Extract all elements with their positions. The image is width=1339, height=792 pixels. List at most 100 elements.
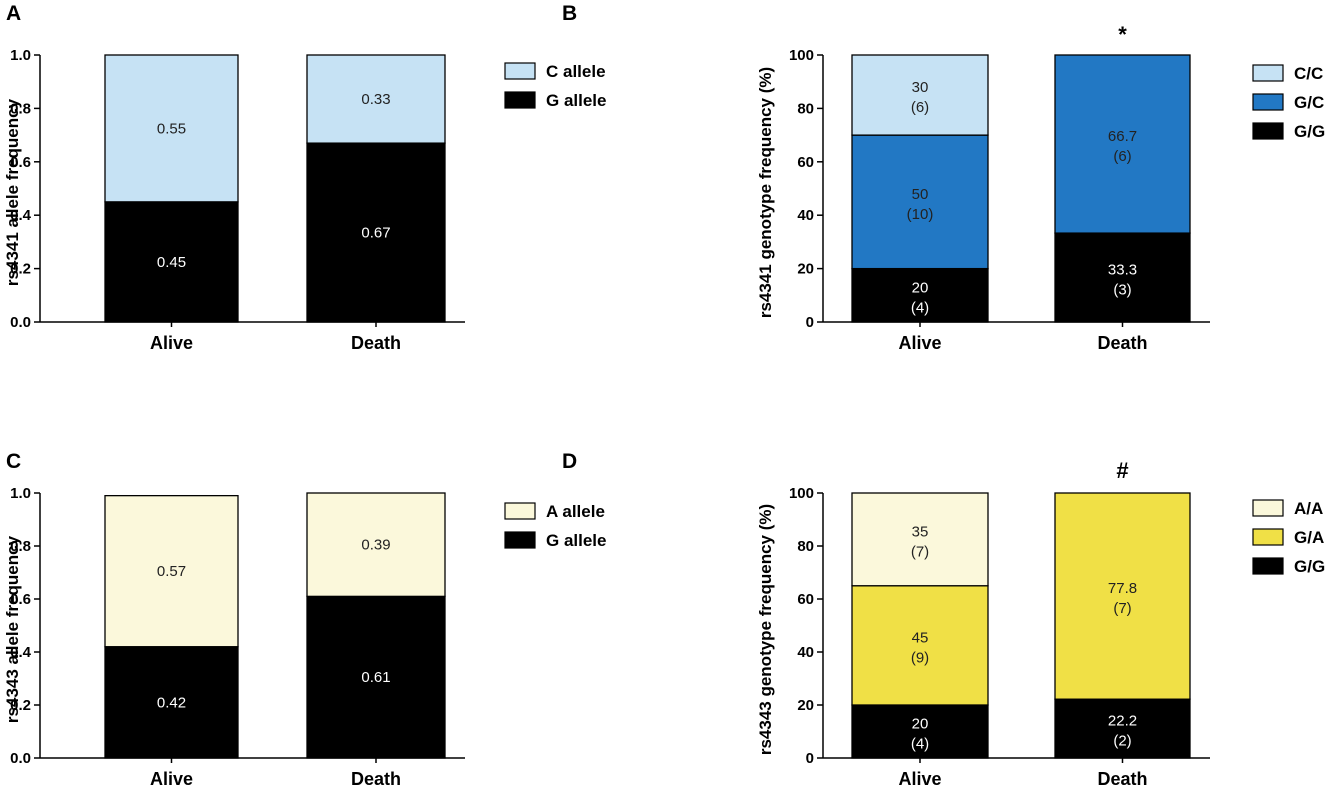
bar-segment-g-allele-alive (104, 646, 239, 759)
legend-label: G/G (1294, 557, 1325, 576)
legend-swatch (1252, 93, 1284, 111)
bar-segment-g-g-death (1054, 232, 1191, 323)
y-tick-label: 0 (806, 750, 814, 767)
data-label: 45 (912, 629, 929, 646)
legend-label: G/C (1294, 93, 1324, 112)
data-sublabel: (4) (911, 299, 929, 316)
panel-letter: B (562, 2, 577, 25)
y-tick-label: 0.0 (10, 314, 31, 331)
y-axis-title: rs4341 genotype frequency (%) (756, 67, 775, 318)
significance-marker: # (1116, 458, 1128, 483)
y-tick-label: 1.0 (10, 47, 31, 64)
category-label: Death (1097, 769, 1147, 789)
bar-segment-a-allele-alive (104, 494, 239, 648)
data-sublabel: (2) (1113, 733, 1131, 750)
category-label: Alive (150, 769, 193, 789)
data-label: 20 (912, 279, 929, 296)
data-sublabel: (10) (907, 206, 934, 223)
data-label: 33.3 (1108, 262, 1137, 279)
category-label: Death (351, 769, 401, 789)
y-tick-label: 0.6 (10, 591, 31, 608)
y-tick-label: 100 (789, 47, 814, 64)
bar-segment-g-c-death (1054, 54, 1191, 234)
data-label: 35 (912, 523, 929, 540)
y-tick-label: 20 (797, 697, 814, 714)
y-tick-label: 1.0 (10, 485, 31, 502)
y-tick-label: 0.4 (10, 207, 32, 224)
legend-label: G allele (546, 531, 606, 550)
data-sublabel: (7) (1113, 600, 1131, 617)
legend-label: A/A (1294, 499, 1323, 518)
legend-label: C allele (546, 62, 606, 81)
panel-letter: D (562, 450, 577, 473)
data-label: 22.2 (1108, 713, 1137, 730)
legend-label: G allele (546, 91, 606, 110)
y-tick-label: 0 (806, 314, 814, 331)
legend-swatch (504, 62, 536, 80)
bar-segment-g-g-alive (851, 704, 989, 759)
legend-swatch (1252, 557, 1284, 575)
data-label: 0.39 (361, 537, 390, 554)
legend-swatch (504, 502, 536, 520)
y-axis-title: rs4341 allele frequency (3, 98, 22, 286)
y-tick-label: 60 (797, 591, 814, 608)
y-tick-label: 0.0 (10, 750, 31, 767)
y-tick-label: 0.8 (10, 538, 31, 555)
legend-label: G/A (1294, 528, 1324, 547)
y-tick-label: 80 (797, 100, 814, 117)
category-label: Death (351, 333, 401, 353)
legend-label: G/G (1294, 122, 1325, 141)
data-label: 0.57 (157, 563, 186, 580)
bar-segment-g-a-death (1054, 492, 1191, 700)
legend-swatch (1252, 528, 1284, 546)
bar-segment-g-allele-alive (104, 201, 239, 323)
bar-segment-c-allele-alive (104, 54, 239, 203)
legend-swatch (1252, 64, 1284, 82)
data-label: 0.33 (361, 91, 390, 108)
legend-swatch (504, 91, 536, 109)
y-tick-label: 0.2 (10, 697, 31, 714)
data-sublabel: (4) (911, 736, 929, 753)
legend-swatch (504, 531, 536, 549)
y-tick-label: 0.6 (10, 154, 31, 171)
y-tick-label: 40 (797, 644, 814, 661)
data-sublabel: (6) (1113, 148, 1131, 165)
category-label: Alive (898, 769, 941, 789)
y-tick-label: 0.8 (10, 100, 31, 117)
category-label: Death (1097, 333, 1147, 353)
y-axis-title: rs4343 genotype frequency (%) (756, 504, 775, 755)
data-label: 0.45 (157, 254, 186, 271)
y-axis-title: rs4343 allele frequency (3, 535, 22, 723)
legend-swatch (1252, 499, 1284, 517)
panel-letter: A (6, 2, 21, 25)
bar-segment-g-allele-death (306, 595, 446, 759)
bar-segment-g-a-alive (851, 585, 989, 706)
data-label: 0.61 (361, 669, 390, 686)
data-sublabel: (3) (1113, 282, 1131, 299)
bar-segment-g-g-alive (851, 267, 989, 323)
bar-segment-c-allele-death (306, 54, 446, 144)
significance-marker: * (1118, 22, 1127, 47)
data-label: 30 (912, 79, 929, 96)
data-sublabel: (9) (911, 649, 929, 666)
y-tick-label: 80 (797, 538, 814, 555)
data-label: 77.8 (1108, 580, 1137, 597)
data-label: 0.67 (361, 225, 390, 242)
data-label: 50 (912, 186, 929, 203)
panel-letter: C (6, 450, 21, 473)
category-label: Alive (898, 333, 941, 353)
y-tick-label: 20 (797, 261, 814, 278)
y-tick-label: 40 (797, 207, 814, 224)
data-sublabel: (7) (911, 543, 929, 560)
y-tick-label: 0.4 (10, 644, 32, 661)
category-label: Alive (150, 333, 193, 353)
bar-segment-c-c-alive (851, 54, 989, 136)
y-tick-label: 100 (789, 485, 814, 502)
data-label: 0.42 (157, 694, 186, 711)
bar-segment-a-allele-death (306, 492, 446, 597)
